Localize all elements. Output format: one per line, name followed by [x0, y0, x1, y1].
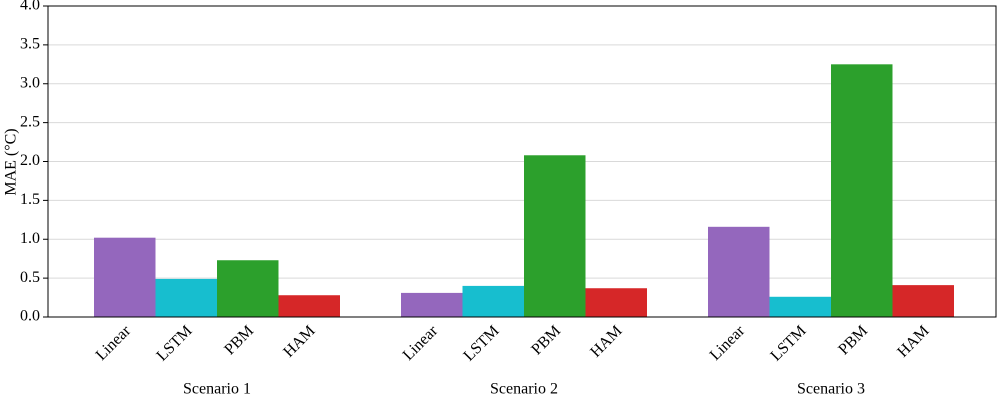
- category-label: Scenario 2: [490, 381, 558, 398]
- y-axis-label: MAE (°C): [3, 128, 20, 195]
- x-tick-label: Linear: [93, 322, 135, 364]
- bar: [708, 226, 770, 317]
- bar: [769, 296, 831, 317]
- x-tick-label: PBM: [835, 322, 871, 358]
- y-tick-label: 3.5: [20, 36, 40, 53]
- x-tick-label: HAM: [280, 322, 318, 360]
- bar: [524, 155, 586, 317]
- x-tick-label: LSTM: [153, 322, 195, 364]
- category-label: Scenario 1: [183, 381, 251, 398]
- x-tick-label: PBM: [221, 322, 257, 358]
- y-tick-label: 2.5: [20, 113, 40, 130]
- plot-frame: [47, 5, 997, 318]
- y-tick-label: 1.0: [20, 230, 40, 247]
- bar: [217, 260, 279, 317]
- y-tick-label: 0.0: [20, 308, 40, 325]
- y-tick-label: 0.5: [20, 269, 40, 286]
- x-tick-label: HAM: [894, 322, 932, 360]
- bar: [892, 285, 954, 317]
- bar: [155, 278, 217, 317]
- bar: [831, 64, 893, 317]
- y-tick-label: 1.5: [20, 191, 40, 208]
- x-tick-label: LSTM: [767, 322, 809, 364]
- bar: [278, 295, 340, 317]
- x-tick-label: Linear: [400, 322, 442, 364]
- bar: [462, 285, 524, 317]
- x-tick-label: LSTM: [460, 322, 502, 364]
- y-tick-label: 4.0: [20, 0, 40, 14]
- x-tick-label: HAM: [587, 322, 625, 360]
- category-label: Scenario 3: [797, 381, 865, 398]
- x-tick-label: PBM: [528, 322, 564, 358]
- bar: [401, 292, 463, 317]
- bar: [585, 288, 647, 317]
- y-tick-label: 3.0: [20, 74, 40, 91]
- x-tick-label: Linear: [707, 322, 749, 364]
- y-tick-label: 2.0: [20, 152, 40, 169]
- bar: [94, 237, 156, 317]
